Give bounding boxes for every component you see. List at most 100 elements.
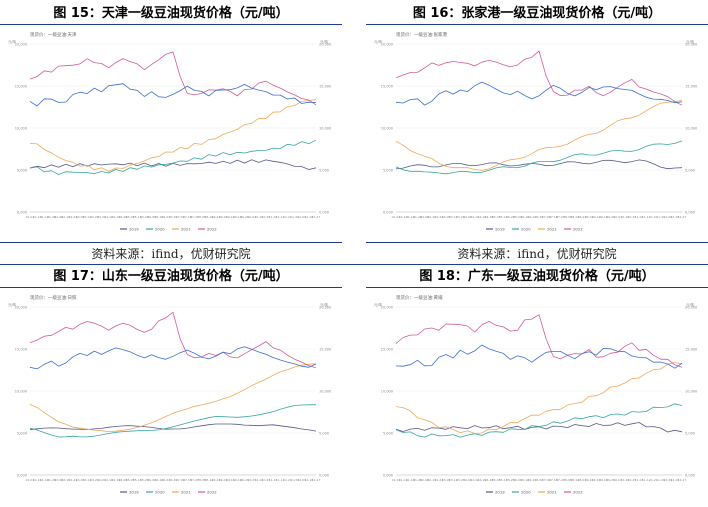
x-tick-label: 10-16 [620, 478, 629, 482]
legend-label-2019: 2019 [129, 227, 139, 232]
x-tick-label: 05-16 [499, 478, 508, 482]
x-tick-label: 05-16 [133, 478, 142, 482]
x-tick-label: 06-30 [535, 215, 544, 219]
x-tick-label: 08-23 [578, 215, 587, 219]
series-line-2022 [395, 50, 683, 106]
x-tick-label: 09-19 [233, 215, 242, 219]
x-tick-label: 09-28 [606, 215, 615, 219]
x-tick-label: 07-09 [176, 215, 185, 219]
x-tick-label: 03-05 [442, 478, 451, 482]
x-tick-label: 06-12 [154, 215, 163, 219]
x-tick-label: 04-10 [470, 478, 479, 482]
x-tick-label: 11-21 [649, 215, 658, 219]
legend-label-2020: 2020 [155, 490, 165, 495]
x-tick-label: 05-25 [140, 478, 149, 482]
x-tick-label: 03-14 [83, 478, 92, 482]
x-tick-label: 05-07 [126, 478, 135, 482]
x-tick-label: 01-10 [33, 215, 42, 219]
x-tick-label: 12-27 [678, 478, 687, 482]
y-tick-right: 5,000 [685, 432, 695, 436]
x-tick-label: 09-19 [233, 478, 242, 482]
x-tick-label: 03-23 [90, 478, 99, 482]
x-tick-label: 12-18 [670, 215, 679, 219]
x-tick-label: 02-06 [420, 215, 429, 219]
series-line-2020 [29, 139, 317, 175]
x-tick-label: 09-10 [592, 215, 601, 219]
x-tick-label: 02-15 [427, 215, 436, 219]
x-tick-label: 08-14 [204, 215, 213, 219]
y-tick-left: 10,000 [15, 390, 27, 394]
legend-label-2019: 2019 [129, 490, 139, 495]
x-tick-label: 08-14 [204, 478, 213, 482]
x-tick-label: 11-03 [269, 215, 278, 219]
series-line-2021 [29, 99, 317, 172]
x-tick-label: 07-09 [542, 215, 551, 219]
y-tick-left: 15,000 [15, 348, 27, 352]
x-tick-label: 04-01 [463, 478, 472, 482]
chart-subtitle: 现货价：一级豆油:天津 [30, 31, 77, 38]
x-tick-label: 01-19 [406, 215, 415, 219]
series-line-2020 [395, 403, 683, 438]
x-tick-label: 04-01 [97, 215, 106, 219]
x-tick-label: 09-28 [240, 215, 249, 219]
x-tick-label: 06-21 [161, 478, 170, 482]
y-tick-left: 0,000 [17, 474, 27, 478]
y-tick-right: 10,000 [685, 390, 697, 394]
x-tick-label: 03-14 [83, 215, 92, 219]
x-tick-label: 09-10 [226, 478, 235, 482]
x-tick-label: 01-10 [399, 478, 408, 482]
panel-15: 图 15：天津一级豆油现货价格（元/吨） 现货价：一级豆油:天津 元/吨 元/吨 0,… [0, 0, 342, 262]
x-tick-label: 05-07 [492, 215, 501, 219]
x-tick-label: 12-18 [304, 215, 313, 219]
y-unit-left: 元/吨 [8, 302, 17, 307]
x-tick-label: 01-28 [413, 215, 422, 219]
x-tick-label: 10-25 [262, 215, 271, 219]
x-tick-label: 01-01 [392, 215, 401, 219]
x-tick-label: 02-24 [435, 215, 444, 219]
series-line-2021 [395, 99, 683, 171]
x-tick-label: 05-25 [140, 215, 149, 219]
y-tick-left: 15,000 [15, 85, 27, 89]
y-tick-right: 5,000 [319, 432, 329, 436]
y-tick-left: 5,000 [17, 169, 27, 173]
x-tick-label: 06-30 [169, 215, 178, 219]
y-tick-left: 20,000 [15, 306, 27, 310]
y-unit-right: 元/吨 [320, 302, 329, 307]
x-tick-label: 12-09 [663, 478, 672, 482]
y-tick-right: 5,000 [319, 169, 329, 173]
x-tick-label: 09-01 [585, 215, 594, 219]
x-tick-label: 11-03 [635, 215, 644, 219]
x-tick-label: 05-07 [126, 215, 135, 219]
panel-16-bottom-rule [366, 242, 708, 243]
x-tick-label: 11-30 [290, 478, 299, 482]
x-tick-label: 03-14 [449, 478, 458, 482]
x-tick-label: 05-07 [492, 478, 501, 482]
legend-label-2022: 2022 [207, 490, 217, 495]
x-tick-label: 04-28 [119, 478, 128, 482]
x-tick-label: 04-19 [477, 478, 486, 482]
x-tick-label: 11-30 [656, 478, 665, 482]
legend-label-2021: 2021 [547, 490, 557, 495]
x-tick-label: 12-18 [670, 478, 679, 482]
x-tick-label: 04-10 [470, 215, 479, 219]
y-tick-right: 10,000 [319, 127, 331, 131]
legend-label-2019: 2019 [495, 227, 505, 232]
series-line-2023 [395, 344, 683, 369]
x-tick-label: 11-21 [283, 478, 292, 482]
x-tick-label: 04-19 [111, 478, 120, 482]
panel-16-title: 图 16：张家港一级豆油现货价格（元/吨） [412, 6, 662, 21]
x-tick-label: 01-19 [40, 215, 49, 219]
x-tick-label: 11-03 [269, 478, 278, 482]
x-tick-label: 10-07 [613, 215, 622, 219]
x-tick-label: 12-09 [297, 215, 306, 219]
x-tick-label: 06-03 [513, 478, 522, 482]
x-tick-label: 01-19 [406, 478, 415, 482]
y-unit-right: 元/吨 [686, 39, 695, 44]
x-tick-label: 06-21 [161, 215, 170, 219]
x-tick-label: 12-27 [312, 478, 321, 482]
x-tick-label: 04-28 [119, 215, 128, 219]
y-unit-right: 元/吨 [320, 39, 329, 44]
x-tick-label: 06-12 [520, 478, 529, 482]
y-tick-right: 5,000 [685, 169, 695, 173]
panel-18-title: 图 18：广东一级豆油现货价格（元/吨） [419, 269, 655, 284]
